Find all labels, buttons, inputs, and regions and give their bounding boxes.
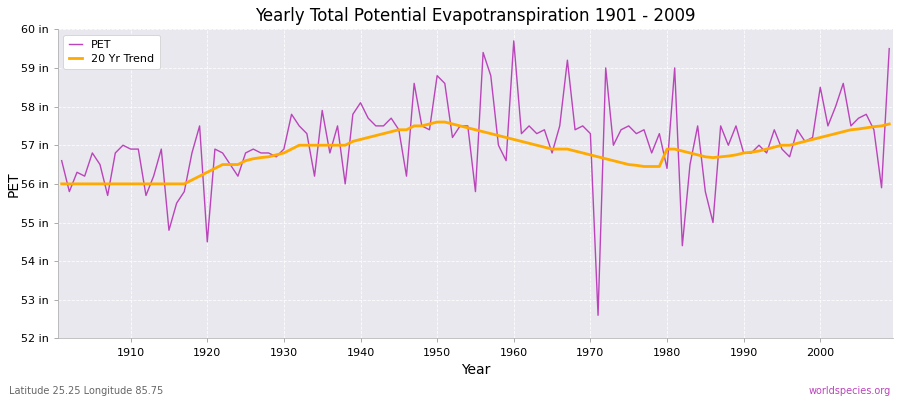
Line: PET: PET: [62, 41, 889, 315]
Legend: PET, 20 Yr Trend: PET, 20 Yr Trend: [63, 35, 160, 70]
PET: [57, 158, 68, 163]
20 Yr Trend: [118, 182, 129, 186]
PET: [118, 143, 129, 148]
Line: 20 Yr Trend: 20 Yr Trend: [62, 122, 889, 184]
PET: [508, 38, 519, 43]
20 Yr Trend: [516, 139, 526, 144]
PET: [516, 131, 526, 136]
PET: [616, 127, 626, 132]
Y-axis label: PET: PET: [7, 171, 21, 197]
PET: [286, 112, 297, 117]
Title: Yearly Total Potential Evapotranspiration 1901 - 2009: Yearly Total Potential Evapotranspiratio…: [256, 7, 696, 25]
X-axis label: Year: Year: [461, 363, 491, 377]
20 Yr Trend: [57, 182, 68, 186]
PET: [332, 124, 343, 128]
PET: [884, 46, 895, 51]
20 Yr Trend: [286, 147, 297, 152]
PET: [500, 158, 511, 163]
20 Yr Trend: [884, 122, 895, 126]
20 Yr Trend: [432, 120, 443, 124]
20 Yr Trend: [508, 137, 519, 142]
Text: worldspecies.org: worldspecies.org: [809, 386, 891, 396]
PET: [593, 313, 604, 318]
20 Yr Trend: [332, 143, 343, 148]
20 Yr Trend: [608, 158, 619, 163]
Text: Latitude 25.25 Longitude 85.75: Latitude 25.25 Longitude 85.75: [9, 386, 163, 396]
